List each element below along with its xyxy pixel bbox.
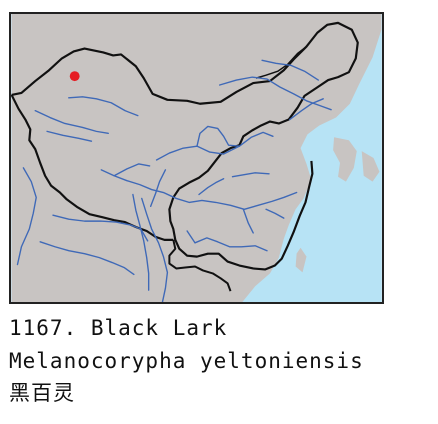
river-yellow-bend — [196, 125, 241, 147]
river-tarim — [34, 109, 109, 135]
river-salween — [132, 193, 150, 291]
river-network — [16, 59, 332, 302]
taiwan-island — [295, 247, 307, 273]
river-east — [242, 208, 254, 234]
species-number-and-common-name: 1167. Black Lark — [9, 316, 228, 340]
river-yangtze-upper — [113, 163, 151, 177]
river-yellow — [155, 131, 274, 161]
river-ganges — [39, 241, 135, 276]
country-border-east-tip — [255, 45, 307, 79]
west-border — [11, 94, 174, 241]
korea-peninsula — [333, 137, 357, 182]
hainan-island — [217, 286, 237, 302]
river-northwest — [68, 96, 139, 117]
japan-island — [361, 151, 380, 182]
river-han — [198, 178, 225, 196]
south-border — [168, 239, 232, 292]
species-scientific-name: Melanocorypha yeltoniensis — [9, 349, 364, 373]
distribution-map-frame — [9, 12, 384, 304]
river-amur — [218, 76, 332, 111]
river-pearl-north — [186, 230, 196, 244]
sighting-marker — [69, 71, 80, 82]
land-mass — [11, 14, 382, 302]
river-brahmaputra — [52, 214, 149, 242]
river-amur-2 — [261, 59, 319, 81]
river-southwest — [149, 169, 167, 208]
river-songhua — [289, 98, 324, 121]
country-border — [11, 21, 359, 271]
river-indus — [16, 167, 37, 266]
species-chinese-name: 黑百灵 — [9, 381, 75, 405]
lake-line — [265, 208, 285, 219]
distribution-map — [11, 14, 382, 302]
river-pearl — [194, 237, 268, 252]
river-tarim-2 — [46, 130, 93, 142]
river-yangtze — [100, 169, 298, 210]
river-huai — [231, 172, 270, 178]
river-mekong — [141, 197, 169, 302]
